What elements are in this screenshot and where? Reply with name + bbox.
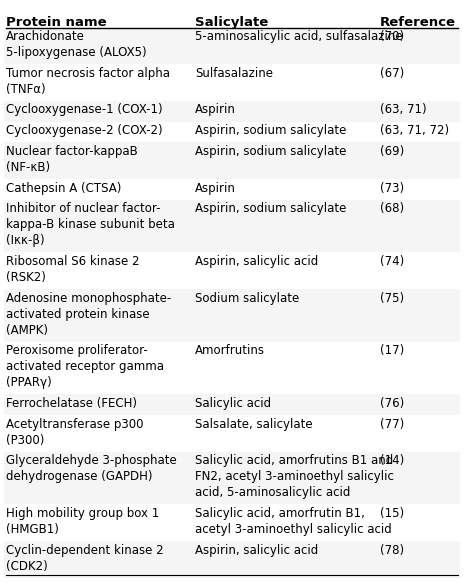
Text: 5-aminosalicylic acid, sulfasalazine: 5-aminosalicylic acid, sulfasalazine: [195, 30, 403, 43]
Text: Salsalate, salicylate: Salsalate, salicylate: [195, 418, 313, 431]
Text: Aspirin, salicylic acid: Aspirin, salicylic acid: [195, 543, 319, 556]
Text: Cathepsin A (CTSA): Cathepsin A (CTSA): [6, 181, 121, 195]
Text: Amorfrutins: Amorfrutins: [195, 344, 265, 357]
Text: Protein name: Protein name: [6, 16, 107, 29]
Text: Cyclooxygenase-1 (COX-1): Cyclooxygenase-1 (COX-1): [6, 104, 163, 116]
Text: Aspirin, sodium salicylate: Aspirin, sodium salicylate: [195, 202, 346, 215]
Text: Aspirin: Aspirin: [195, 104, 236, 116]
Text: Arachidonate
5-lipoxygenase (ALOX5): Arachidonate 5-lipoxygenase (ALOX5): [6, 30, 146, 59]
FancyBboxPatch shape: [4, 179, 460, 200]
FancyBboxPatch shape: [4, 452, 460, 504]
FancyBboxPatch shape: [4, 394, 460, 415]
Text: Reference: Reference: [380, 16, 456, 29]
FancyBboxPatch shape: [4, 200, 460, 253]
Text: Aspirin: Aspirin: [195, 181, 236, 195]
Text: Adenosine monophosphate-
activated protein kinase
(AMPK): Adenosine monophosphate- activated prote…: [6, 291, 171, 336]
Text: High mobility group box 1
(HMGB1): High mobility group box 1 (HMGB1): [6, 507, 159, 536]
Text: Ferrochelatase (FECH): Ferrochelatase (FECH): [6, 397, 137, 410]
Text: (77): (77): [380, 418, 404, 431]
Text: (75): (75): [380, 291, 404, 305]
FancyBboxPatch shape: [4, 143, 460, 179]
Text: Salicylate: Salicylate: [195, 16, 268, 29]
Text: (69): (69): [380, 145, 404, 158]
Text: Tumor necrosis factor alpha
(TNFα): Tumor necrosis factor alpha (TNFα): [6, 67, 170, 96]
Text: (78): (78): [380, 543, 404, 556]
Text: Salicylic acid: Salicylic acid: [195, 397, 271, 410]
FancyBboxPatch shape: [4, 122, 460, 143]
FancyBboxPatch shape: [4, 541, 460, 578]
Text: (15): (15): [380, 507, 404, 520]
Text: Glyceraldehyde 3-phosphate
dehydrogenase (GAPDH): Glyceraldehyde 3-phosphate dehydrogenase…: [6, 454, 177, 483]
FancyBboxPatch shape: [4, 289, 460, 342]
Text: Peroxisome proliferator-
activated receptor gamma
(PPARγ): Peroxisome proliferator- activated recep…: [6, 344, 164, 389]
Text: Aspirin, sodium salicylate: Aspirin, sodium salicylate: [195, 145, 346, 158]
Text: (14): (14): [380, 454, 404, 467]
FancyBboxPatch shape: [4, 253, 460, 289]
Text: Inhibitor of nuclear factor-
kappa-B kinase subunit beta
(Iκκ-β): Inhibitor of nuclear factor- kappa-B kin…: [6, 202, 175, 247]
Text: Acetyltransferase p300
(P300): Acetyltransferase p300 (P300): [6, 418, 144, 446]
Text: Salicylic acid, amorfrutin B1,
acetyl 3-aminoethyl salicylic acid: Salicylic acid, amorfrutin B1, acetyl 3-…: [195, 507, 392, 536]
Text: Salicylic acid, amorfrutins B1 and
FN2, acetyl 3-aminoethyl salicylic
acid, 5-am: Salicylic acid, amorfrutins B1 and FN2, …: [195, 454, 394, 499]
Text: Aspirin, sodium salicylate: Aspirin, sodium salicylate: [195, 124, 346, 137]
FancyBboxPatch shape: [4, 342, 460, 394]
Text: Nuclear factor-kappaB
(NF-κB): Nuclear factor-kappaB (NF-κB): [6, 145, 138, 174]
Text: Cyclin-dependent kinase 2
(CDK2): Cyclin-dependent kinase 2 (CDK2): [6, 543, 164, 573]
FancyBboxPatch shape: [4, 27, 460, 64]
Text: (63, 71, 72): (63, 71, 72): [380, 124, 449, 137]
FancyBboxPatch shape: [4, 64, 460, 101]
Text: (70): (70): [380, 30, 404, 43]
Text: Ribosomal S6 kinase 2
(RSK2): Ribosomal S6 kinase 2 (RSK2): [6, 255, 139, 284]
FancyBboxPatch shape: [4, 504, 460, 541]
Text: (63, 71): (63, 71): [380, 104, 426, 116]
Text: (73): (73): [380, 181, 404, 195]
Text: (17): (17): [380, 344, 404, 357]
FancyBboxPatch shape: [4, 415, 460, 452]
FancyBboxPatch shape: [4, 101, 460, 122]
Text: Sulfasalazine: Sulfasalazine: [195, 67, 273, 80]
Text: Cyclooxygenase-2 (COX-2): Cyclooxygenase-2 (COX-2): [6, 124, 163, 137]
Text: (67): (67): [380, 67, 404, 80]
Text: (76): (76): [380, 397, 404, 410]
Text: (74): (74): [380, 255, 404, 268]
Text: Aspirin, salicylic acid: Aspirin, salicylic acid: [195, 255, 319, 268]
Text: Sodium salicylate: Sodium salicylate: [195, 291, 300, 305]
Text: (68): (68): [380, 202, 404, 215]
